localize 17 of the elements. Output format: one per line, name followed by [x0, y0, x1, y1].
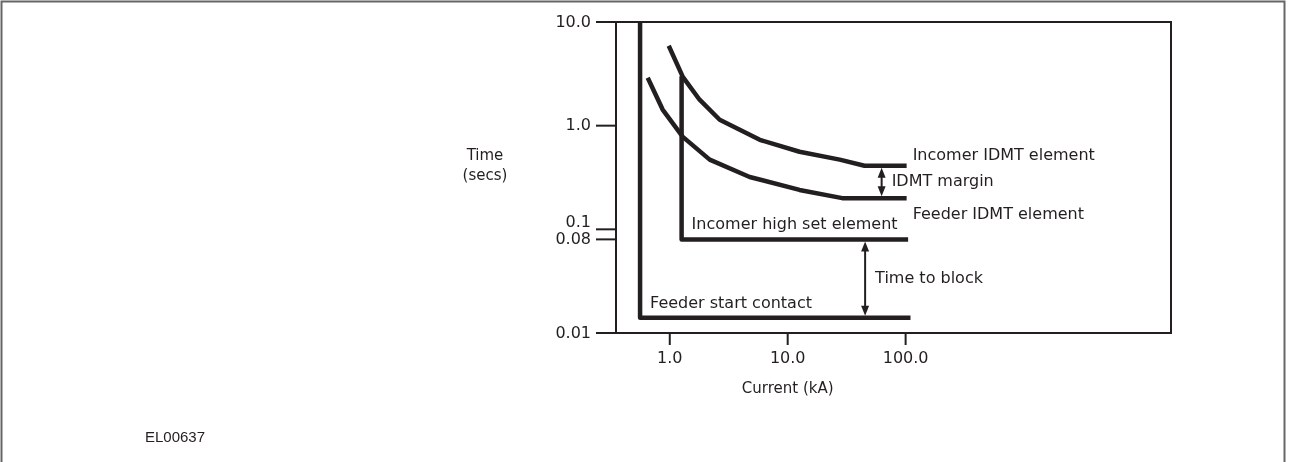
- y-tick-label: 10.0: [555, 11, 591, 31]
- y-tick-label: 0.1: [565, 211, 591, 231]
- annotation: IDMT margin: [891, 171, 994, 191]
- y-tick-label: 1.0: [565, 115, 591, 135]
- legend-label: Incomer high set element: [691, 214, 898, 234]
- x-tick-label: 100.0: [882, 348, 929, 367]
- x-tick-label: 10.0: [769, 348, 806, 367]
- x-tick-label: 1.0: [657, 348, 683, 367]
- y-tick-label: 0.01: [555, 322, 591, 342]
- series-label: Feeder start contact: [650, 292, 812, 312]
- x-axis-title: Current (kA): [741, 379, 834, 397]
- annotation: Time to block: [874, 268, 984, 288]
- series-label: Incomer IDMT element: [912, 145, 1095, 165]
- series-label: Feeder IDMT element: [912, 203, 1084, 223]
- y-axis-title: Time (secs): [462, 146, 508, 184]
- y-tick-label: 0.08: [555, 228, 591, 248]
- text: EL00637: [144, 428, 206, 445]
